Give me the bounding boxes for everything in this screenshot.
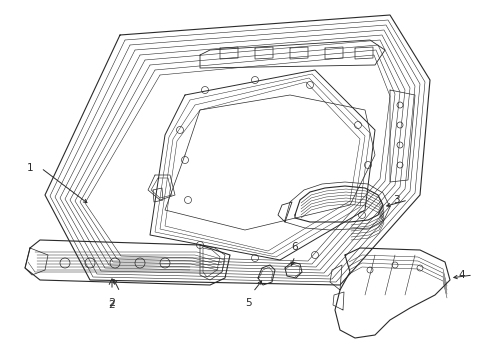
Text: 4: 4 <box>458 270 465 280</box>
Text: 1: 1 <box>26 163 33 173</box>
Text: 2: 2 <box>109 300 115 310</box>
Text: 5: 5 <box>245 298 251 308</box>
Text: 6: 6 <box>292 242 298 252</box>
Text: 2: 2 <box>108 298 116 308</box>
Text: 3: 3 <box>393 195 400 205</box>
